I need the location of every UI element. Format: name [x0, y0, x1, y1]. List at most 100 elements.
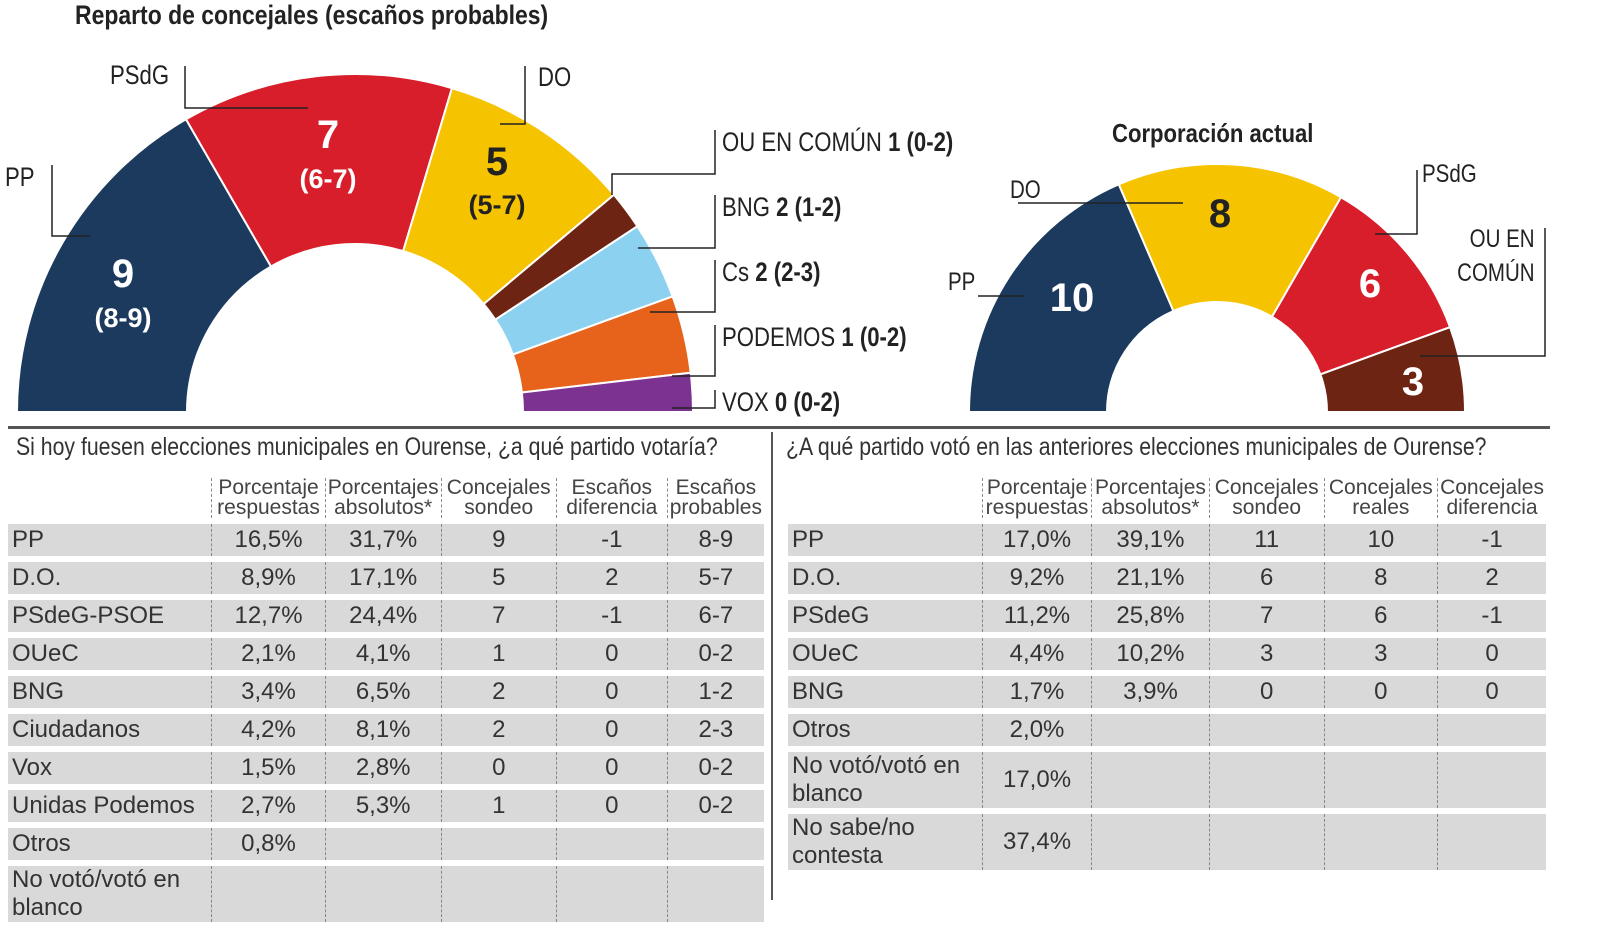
table-row: Ciudadanos 4,2% 8,1% 2 0 2-3 [8, 714, 764, 746]
leader-line [1420, 228, 1546, 357]
column-header: Escaños probables [666, 477, 764, 518]
column-header: Porcentaje respuestas [211, 477, 324, 518]
current-segment-pp [967, 182, 1175, 413]
table-row: Otros 0,8% [8, 828, 764, 860]
table-cell: 25,8% [1091, 600, 1209, 632]
table-cell [1437, 714, 1546, 746]
range-do: (5-7) [468, 190, 526, 220]
column-header: Escaños diferencia [555, 477, 667, 518]
table-row: Otros 2,0% [788, 714, 1546, 746]
table-cell: 0,8% [211, 828, 325, 860]
table-cell: D.O. [788, 562, 982, 594]
table-cell: 16,5% [211, 524, 325, 556]
table-cell: 1-2 [666, 676, 764, 708]
table-cell: No votó/votó en blanco [788, 752, 982, 808]
table-cell: 2,1% [211, 638, 325, 670]
table-cell: 3 [1323, 638, 1438, 670]
table-row: No votó/votó en blanco [8, 866, 764, 922]
table-cell: 4,2% [211, 714, 325, 746]
label-podemos: PODEMOS 1 (0-2) [722, 322, 907, 352]
column-header: Concejales sondeo [1208, 477, 1324, 518]
table-cell [1437, 752, 1546, 808]
chart-title-current: Corporación actual [1112, 118, 1314, 148]
table-cell: 24,4% [324, 600, 441, 632]
label-vox: VOX 0 (0-2) [722, 387, 841, 417]
seats-pp: 9 [111, 252, 135, 296]
column-header: Concejales diferencia [1437, 477, 1546, 518]
left-table: Porcentaje respuestas Porcentajes absolutos… [8, 472, 764, 928]
table-cell [1323, 714, 1438, 746]
table-cell: No votó/votó en blanco [8, 866, 212, 922]
label-current-psdg: PSdG [1422, 160, 1477, 188]
table-cell: BNG [788, 676, 982, 708]
table-cell: 7 [440, 600, 556, 632]
table-cell [666, 828, 764, 860]
leader-line [672, 325, 716, 377]
table-header: Porcentaje respuestas Porcentajes absolutos… [8, 477, 764, 518]
table-cell: -1 [555, 524, 667, 556]
table-row: PP 17,0% 39,1% 11 10 -1 [788, 524, 1546, 556]
table-cell: 10,2% [1091, 638, 1209, 670]
table-cell: Vox [8, 752, 212, 784]
table-cell [555, 866, 667, 922]
left-question: Si hoy fuesen elecciones municipales en … [16, 433, 718, 461]
table-cell: Otros [8, 828, 212, 860]
label-do: DO [538, 62, 572, 92]
right-table: Porcentaje respuestas Porcentajes absolutos… [788, 472, 1546, 876]
table-cell: 4,4% [981, 638, 1092, 670]
table-cell: 31,7% [324, 524, 441, 556]
divider-vertical [771, 432, 773, 900]
table-row: D.O. 8,9% 17,1% 5 2 5-7 [8, 562, 764, 594]
table-cell: 0 [1437, 676, 1546, 708]
table-cell: No sabe/no contesta [788, 814, 982, 870]
table-cell: 17,1% [324, 562, 441, 594]
current-segment-psdg [1270, 195, 1452, 376]
column-header: Porcentajes absolutos* [1091, 477, 1208, 518]
table-cell [1091, 752, 1209, 808]
table-cell: 21,1% [1091, 562, 1209, 594]
label-current-do: DO [1010, 176, 1041, 204]
forecast-segment-psdg [184, 73, 454, 268]
table-cell: D.O. [8, 562, 212, 594]
table-cell: BNG [8, 676, 212, 708]
seats-current-ou: 3 [1401, 360, 1425, 404]
label-bng: BNG 2 (1-2) [722, 192, 842, 222]
table-cell [1323, 752, 1438, 808]
table-row: Vox 1,5% 2,8% 0 0 0-2 [8, 752, 764, 784]
leader-line [184, 66, 308, 109]
forecast-segment-vox [521, 411, 695, 415]
table-cell: 10 [1323, 524, 1438, 556]
table-cell: 6,5% [324, 676, 441, 708]
leader-line [611, 130, 716, 195]
table-cell: 9,2% [981, 562, 1092, 594]
label-cs: Cs 2 (2-3) [722, 257, 821, 287]
table-cell: -1 [1437, 524, 1546, 556]
table-cell [555, 828, 667, 860]
table-cell [1208, 714, 1324, 746]
table-cell: 39,1% [1091, 524, 1209, 556]
table-cell: 5,3% [324, 790, 441, 822]
table-cell: 4,1% [324, 638, 441, 670]
table-cell: 0 [1323, 676, 1438, 708]
table-cell: 8,1% [324, 714, 441, 746]
leader-line [672, 390, 716, 409]
label-psdg: PSdG [110, 60, 170, 90]
table-cell: -1 [555, 600, 667, 632]
table-cell: 11,2% [981, 600, 1092, 632]
table-cell: 3,4% [211, 676, 325, 708]
table-cell: OUeC [8, 638, 212, 670]
table-cell: 0 [555, 790, 667, 822]
table-cell [1323, 814, 1438, 870]
table-cell: 8 [1323, 562, 1438, 594]
table-row: BNG 1,7% 3,9% 0 0 0 [788, 676, 1546, 708]
label-ou: OU EN COMÚN 1 (0-2) [722, 127, 954, 157]
table-cell: 0-2 [666, 790, 764, 822]
table-cell [666, 866, 764, 922]
table-cell [1091, 714, 1209, 746]
table-cell: 0-2 [666, 638, 764, 670]
table-cell [1208, 814, 1324, 870]
seats-current-pp: 10 [1049, 276, 1095, 320]
label-current-pp: PP [948, 268, 976, 296]
leader-line [638, 195, 716, 249]
table-cell: 2,7% [211, 790, 325, 822]
